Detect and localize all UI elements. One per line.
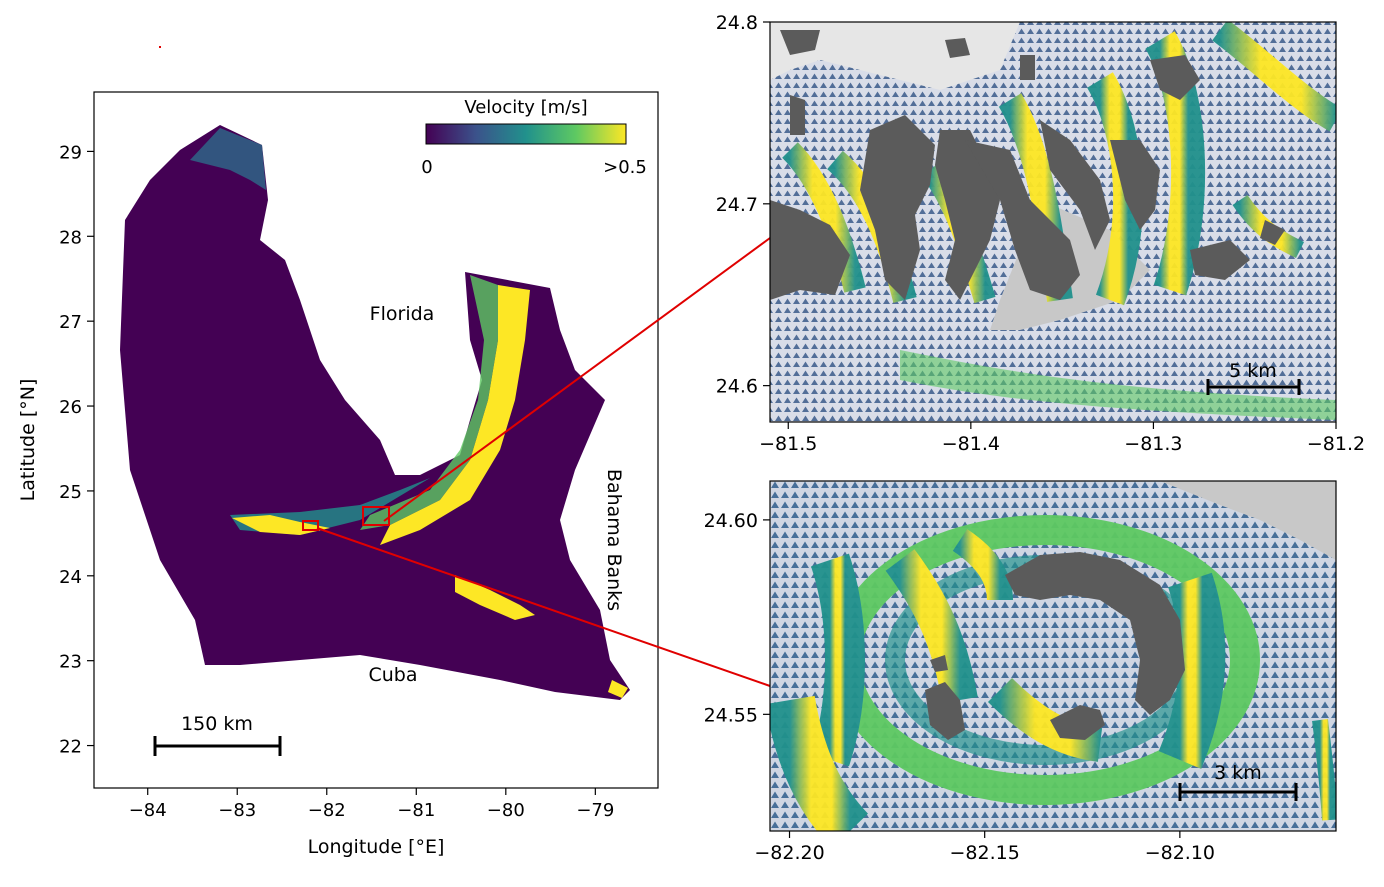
main-y-tick-label: 28 xyxy=(59,227,82,248)
inset-top-current-band xyxy=(900,350,1336,420)
main-ylabel: Latitude [°N] xyxy=(17,379,39,502)
west-florida-shelf xyxy=(190,128,266,190)
inset-top-frame xyxy=(769,21,1337,423)
colorbar-min-label: 0 xyxy=(421,157,432,178)
inset-top-x-tick-label: −81.4 xyxy=(942,433,1000,455)
main-y-tick-label: 22 xyxy=(59,737,82,758)
connector-bottom-inset xyxy=(316,527,771,687)
main-x-tick-label: −79 xyxy=(576,800,614,821)
inset-bottom-y-ticks: 24.60 24.55 xyxy=(704,510,770,726)
inset-bottom-frame xyxy=(769,480,1337,832)
inset-top-islands xyxy=(770,30,1285,300)
florida-current xyxy=(380,285,530,545)
main-x-tick-label: −82 xyxy=(308,800,346,821)
model-domain xyxy=(120,125,630,700)
main-y-tick-label: 29 xyxy=(59,142,82,163)
inset-bottom-y-tick-label: 24.55 xyxy=(704,704,758,726)
main-y-tick-label: 25 xyxy=(59,482,82,503)
main-y-tick-label: 26 xyxy=(59,397,82,418)
inset-bottom: 3 km −82.20 −82.15 −82.10 24.60 24.55 xyxy=(704,480,1337,864)
inset-top-x-tick-label: −81.5 xyxy=(759,433,817,455)
connector-top-inset xyxy=(383,237,771,522)
inset-top-scalebar-label: 5 km xyxy=(1229,360,1277,382)
inset-bottom-scalebar: 3 km xyxy=(1178,762,1298,801)
main-y-tick-label: 23 xyxy=(59,652,82,673)
main-x-tick-label: −83 xyxy=(218,800,256,821)
main-scalebar: 150 km xyxy=(153,713,282,756)
main-x-tick-label: −80 xyxy=(487,800,525,821)
main-map: Florida Cuba Bahama Banks Velocity [m/s]… xyxy=(17,91,659,858)
main-x-tick-label: −81 xyxy=(397,800,435,821)
main-y-tick-label: 27 xyxy=(59,312,82,333)
inset-top-scalebar: 5 km xyxy=(1206,360,1301,395)
colorbar-title: Velocity [m/s] xyxy=(464,97,587,118)
florida-current-edge xyxy=(360,275,498,530)
inset-top-x-ticks: −81.5 −81.4 −81.3 −81.2 xyxy=(759,422,1365,455)
inset-bottom-x-tick-label: −82.10 xyxy=(1145,842,1215,864)
highlight-box-top-inset xyxy=(362,506,390,526)
inset-top-y-tick-label: 24.6 xyxy=(716,376,758,398)
label-bahama-banks: Bahama Banks xyxy=(603,469,625,611)
inset-bottom-scalebar-label: 3 km xyxy=(1214,762,1262,784)
main-x-tick-label: −84 xyxy=(129,800,167,821)
main-x-ticks: −84 −83 −82 −81 −80 −79 xyxy=(129,788,614,821)
inset-bottom-y-tick-label: 24.60 xyxy=(704,510,758,532)
main-y-ticks: 22 23 24 25 26 27 28 29 xyxy=(59,142,94,758)
stray-mark xyxy=(159,46,161,48)
main-scalebar-label: 150 km xyxy=(181,713,253,735)
bahama-tip xyxy=(608,680,628,698)
inset-bottom-shallows xyxy=(1160,481,1336,560)
inset-bottom-islands xyxy=(925,552,1185,740)
inset-top-y-ticks: 24.8 24.7 24.6 xyxy=(716,12,770,398)
inset-bottom-x-tick-label: −82.15 xyxy=(950,842,1020,864)
highlight-box-bottom-inset xyxy=(302,520,319,531)
main-xlabel: Longitude [°E] xyxy=(308,836,445,858)
label-florida: Florida xyxy=(370,303,435,325)
main-y-tick-label: 24 xyxy=(59,567,82,588)
inset-top-y-tick-label: 24.7 xyxy=(716,194,758,216)
cuba-coast-jet xyxy=(455,575,535,620)
inset-bottom-x-ticks: −82.20 −82.15 −82.10 xyxy=(754,831,1215,864)
label-cuba: Cuba xyxy=(368,664,417,686)
inset-top-x-tick-label: −81.3 xyxy=(1124,433,1182,455)
colorbar-max-label: >0.5 xyxy=(603,157,647,178)
inset-bottom-x-tick-label: −82.20 xyxy=(754,842,824,864)
inset-top-x-tick-label: −81.2 xyxy=(1307,433,1365,455)
inset-top-y-tick-label: 24.8 xyxy=(716,12,758,34)
colorbar xyxy=(425,123,627,145)
inset-top: 5 km −81.5 −81.4 −81.3 −81.2 24.8 24.7 24.6 xyxy=(716,12,1365,455)
